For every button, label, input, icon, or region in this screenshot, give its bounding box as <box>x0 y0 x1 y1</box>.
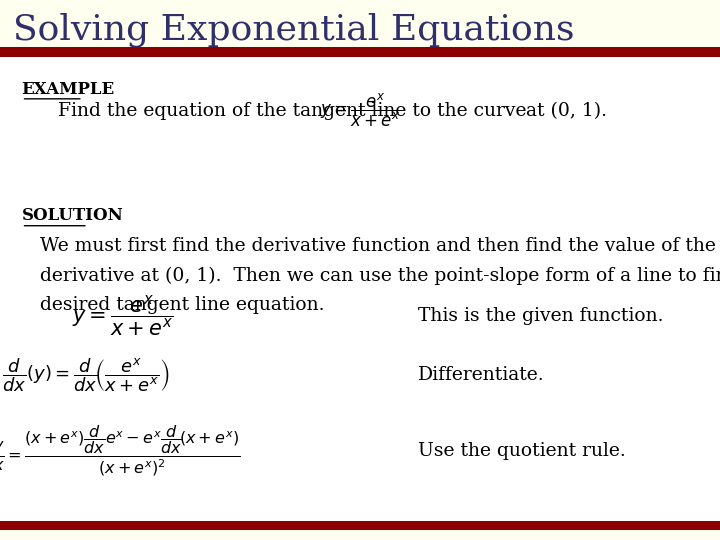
Text: SOLUTION: SOLUTION <box>22 207 123 225</box>
Text: $y = \dfrac{e^{x}}{x + e^{x}}$: $y = \dfrac{e^{x}}{x + e^{x}}$ <box>71 293 174 339</box>
Text: derivative at (0, 1).  Then we can use the point-slope form of a line to find th: derivative at (0, 1). Then we can use th… <box>40 266 720 285</box>
Text: Use the quotient rule.: Use the quotient rule. <box>418 442 626 460</box>
Text: at (0, 1).: at (0, 1). <box>526 102 606 120</box>
Bar <box>0 47 720 57</box>
Text: This is the given function.: This is the given function. <box>418 307 663 325</box>
FancyBboxPatch shape <box>0 57 720 521</box>
Bar <box>0 521 720 530</box>
Text: Solving Exponential Equations: Solving Exponential Equations <box>13 12 575 47</box>
Text: $\dfrac{dy}{dx} = \dfrac{\left(x+e^{x}\right)\dfrac{d}{dx}e^{x} - e^{x}\dfrac{d}: $\dfrac{dy}{dx} = \dfrac{\left(x+e^{x}\r… <box>0 423 240 478</box>
Text: EXAMPLE: EXAMPLE <box>22 80 115 98</box>
FancyBboxPatch shape <box>0 0 720 47</box>
Text: Differentiate.: Differentiate. <box>418 366 544 384</box>
Text: desired tangent line equation.: desired tangent line equation. <box>40 296 324 314</box>
Text: $y = \dfrac{e^{x}}{x+e^{x}}$: $y = \dfrac{e^{x}}{x+e^{x}}$ <box>320 92 402 129</box>
Text: We must first find the derivative function and then find the value of the: We must first find the derivative functi… <box>40 237 716 255</box>
Text: $\dfrac{d}{dx}(y) = \dfrac{d}{dx}\!\left(\dfrac{e^{x}}{x+e^{x}}\right)$: $\dfrac{d}{dx}(y) = \dfrac{d}{dx}\!\left… <box>2 356 171 394</box>
Text: Find the equation of the tangent line to the curve: Find the equation of the tangent line to… <box>58 102 526 120</box>
